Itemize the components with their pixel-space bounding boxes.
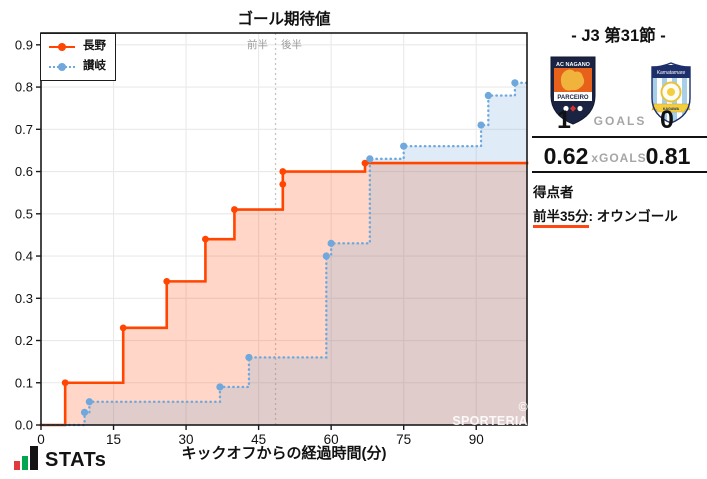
away-score: 0	[660, 106, 674, 134]
home-xgoals: 0.62	[543, 143, 589, 169]
svg-text:15: 15	[106, 432, 121, 447]
scorer-time: 前半35分	[533, 209, 589, 228]
goals-label: GOALS	[593, 114, 647, 128]
away-xgoals: 0.81	[645, 143, 691, 169]
scorer-entry: 前半35分: オウンゴール	[533, 205, 678, 228]
chart-title: ゴール期待値	[237, 11, 331, 28]
match-summary-panel: - J3 第31節 - AC NAGANO PARCEIRO	[530, 0, 707, 479]
svg-text:AC NAGANO: AC NAGANO	[556, 62, 591, 68]
svg-text:0: 0	[37, 432, 45, 447]
sanuki-line-sample-icon	[49, 62, 75, 71]
svg-text:90: 90	[469, 432, 484, 447]
svg-text:0.7: 0.7	[15, 122, 33, 137]
svg-text:0.2: 0.2	[15, 333, 33, 348]
legend-label-sanuki: 讃岐	[83, 60, 106, 73]
sanuki-crest-icon: Kamatamare KAGAWA	[651, 62, 691, 124]
svg-text:60: 60	[324, 432, 339, 447]
svg-text:45: 45	[251, 432, 266, 447]
sporteria-watermark: © SPORTERIA	[452, 400, 528, 428]
home-score: 1	[557, 106, 571, 134]
brand-text: STATs	[45, 449, 107, 471]
svg-text:0.1: 0.1	[15, 375, 33, 390]
svg-text:0.9: 0.9	[15, 37, 33, 52]
nagano-line-sample-icon	[49, 42, 75, 51]
legend-item-nagano: 長野	[49, 41, 106, 53]
legend-label-nagano: 長野	[83, 40, 106, 53]
svg-text:30: 30	[179, 432, 194, 447]
xg-step-chart: 0 15 30 45 60 75 90 0.0 0.1 0.2 0.3 0.4 0.5 0.6 0.7 0.8…	[15, 32, 529, 447]
scorer-desc: : オウンゴール	[588, 209, 678, 224]
scorers-heading: 得点者	[533, 185, 574, 200]
stats-logo: STATs	[14, 446, 106, 470]
svg-text:0.8: 0.8	[15, 80, 33, 95]
svg-text:0.5: 0.5	[15, 206, 33, 221]
second-half-label: 後半	[281, 39, 302, 51]
svg-text:0.4: 0.4	[15, 249, 33, 264]
first-half-label: 前半	[247, 39, 268, 51]
svg-text:75: 75	[396, 432, 411, 447]
svg-text:PARCEIRO: PARCEIRO	[557, 95, 589, 101]
nagano-crest-icon: AC NAGANO PARCEIRO	[550, 56, 596, 125]
divider-line-2	[532, 171, 707, 173]
chart-legend: 長野 讃岐	[40, 33, 116, 81]
svg-text:0.0: 0.0	[15, 418, 33, 433]
svg-text:0.3: 0.3	[15, 291, 33, 306]
divider-line-1	[532, 136, 707, 138]
legend-item-sanuki: 讃岐	[49, 61, 106, 73]
xgoals-label: xGOALS	[591, 151, 647, 165]
bar-chart-icon	[14, 446, 38, 470]
svg-text:KAGAWA: KAGAWA	[663, 107, 680, 111]
matchweek-title: - J3 第31節 -	[571, 27, 666, 45]
x-axis-label: キックオフからの経過時間(分)	[181, 445, 387, 462]
svg-text:0.6: 0.6	[15, 164, 33, 179]
svg-text:Kamatamare: Kamatamare	[657, 70, 686, 76]
